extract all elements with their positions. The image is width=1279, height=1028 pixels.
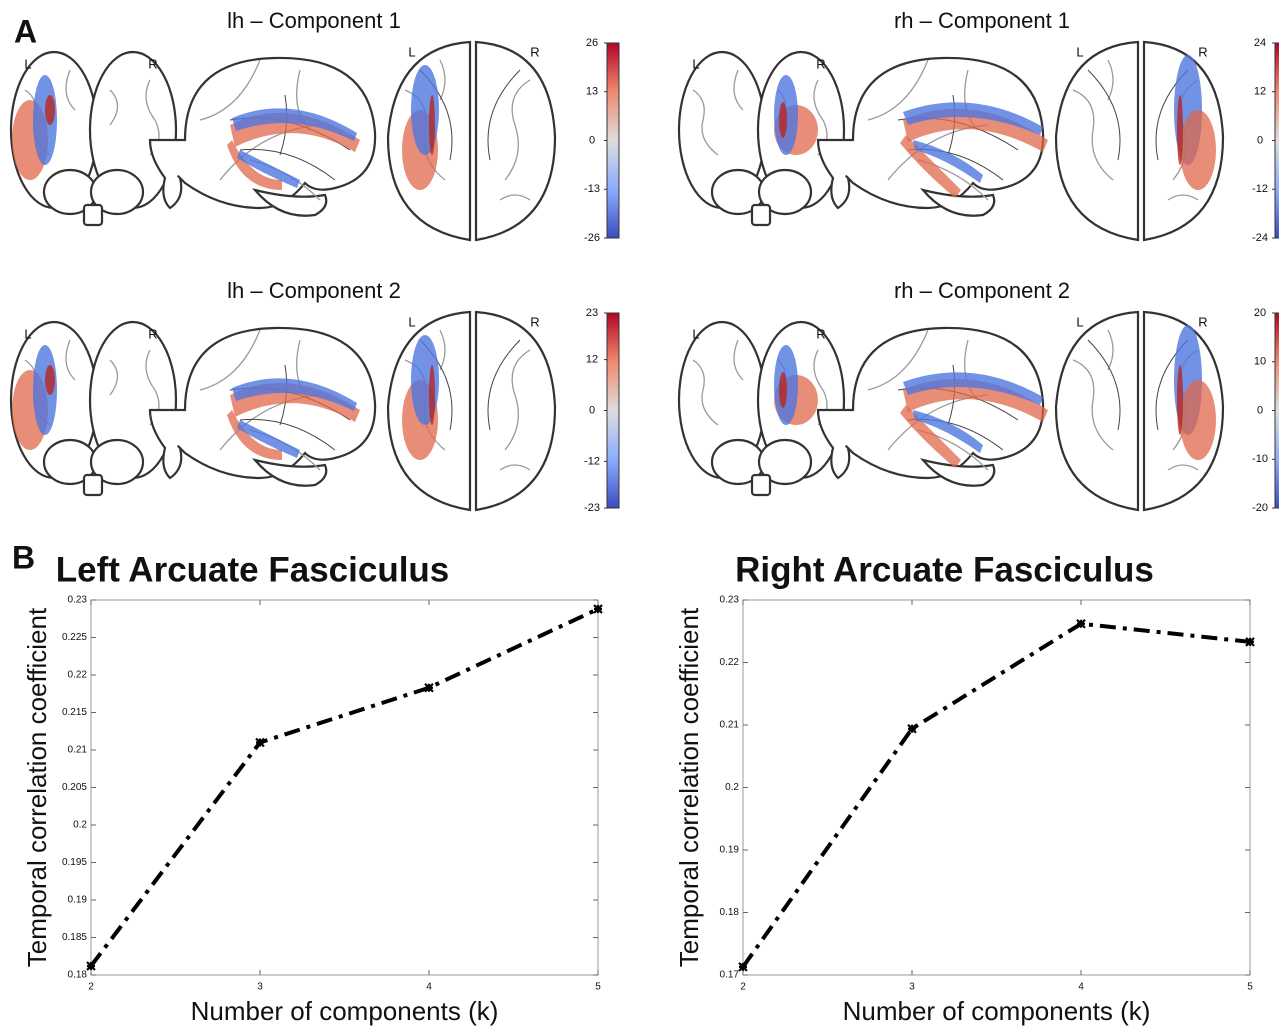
colorbar-tick-label: -26 [584, 232, 600, 244]
orientation-label: R [816, 56, 825, 71]
y-tick-label: 0.2 [725, 782, 739, 793]
colorbar-tick-label: 23 [586, 307, 598, 319]
colorbar-tick-label: -23 [584, 502, 600, 514]
figure: A B lh – Component 1 L R L R 26 13 0 -13 -26 rh – … [0, 0, 1279, 1028]
y-tick-label: 0.225 [62, 632, 87, 643]
x-tick-label: 3 [909, 982, 915, 993]
colorbar-tick-label: 0 [1257, 404, 1263, 416]
orientation-label: L [408, 44, 415, 59]
colorbar-tick-label: 0 [1257, 134, 1263, 146]
y-tick-label: 0.17 [720, 970, 740, 981]
map-title: rh – Component 1 [894, 8, 1070, 33]
colorbar-tick-label: 0 [589, 404, 595, 416]
orientation-label: R [1198, 44, 1207, 59]
orientation-label: L [408, 314, 415, 329]
x-tick-label: 5 [595, 982, 601, 993]
data-point [256, 739, 264, 747]
x-axis-label: Number of components (k) [191, 996, 499, 1026]
colorbar-tick-label: 12 [1254, 86, 1266, 98]
chart-title: Right Arcuate Fasciculus [735, 550, 1154, 589]
y-tick-label: 0.23 [68, 595, 88, 606]
y-tick-label: 0.23 [720, 595, 740, 606]
y-axis-label: Temporal correlation coefficient [674, 607, 704, 967]
plot-frame [743, 600, 1250, 975]
x-tick-label: 5 [1247, 982, 1253, 993]
y-tick-label: 0.215 [62, 707, 87, 718]
y-tick-label: 0.21 [68, 745, 88, 756]
data-point [425, 684, 433, 692]
data-point [1077, 620, 1085, 628]
colorbar-tick-label: 24 [1254, 37, 1266, 49]
panel-label: A [14, 13, 37, 49]
data-point [1246, 638, 1254, 646]
x-axis-label: Number of components (k) [843, 996, 1151, 1026]
colorbar-tick-label: 10 [1254, 356, 1266, 368]
x-tick-label: 4 [1078, 982, 1084, 993]
colorbar-tick-label: -12 [584, 455, 600, 467]
map-title: lh – Component 1 [227, 8, 401, 33]
orientation-label: R [148, 326, 157, 341]
chart-title: Left Arcuate Fasciculus [56, 550, 450, 589]
y-tick-label: 0.195 [62, 857, 87, 868]
x-tick-label: 4 [426, 982, 432, 993]
y-tick-label: 0.19 [720, 845, 740, 856]
orientation-label: L [24, 326, 31, 341]
y-axis-label: Temporal correlation coefficient [22, 607, 52, 967]
y-tick-label: 0.205 [62, 782, 87, 793]
orientation-label: R [148, 56, 157, 71]
colorbar [1275, 313, 1279, 508]
x-tick-label: 2 [88, 982, 94, 993]
data-line [91, 609, 598, 966]
colorbar-tick-label: 20 [1254, 307, 1266, 319]
colorbar-tick-label: -13 [584, 183, 600, 195]
y-tick-label: 0.2 [73, 820, 87, 831]
orientation-label: R [530, 44, 539, 59]
y-tick-label: 0.21 [720, 720, 740, 731]
x-tick-label: 2 [740, 982, 746, 993]
y-tick-label: 0.18 [720, 907, 740, 918]
orientation-label: L [1076, 44, 1083, 59]
data-point [594, 605, 602, 613]
orientation-label: L [24, 56, 31, 71]
colorbar-tick-label: -12 [1252, 183, 1268, 195]
map-title: rh – Component 2 [894, 278, 1070, 303]
y-tick-label: 0.22 [68, 670, 88, 681]
colorbar-tick-label: -24 [1252, 232, 1268, 244]
orientation-label: R [816, 326, 825, 341]
orientation-label: L [1076, 314, 1083, 329]
panel-label: B [12, 539, 35, 575]
data-line [743, 624, 1250, 967]
y-tick-label: 0.185 [62, 932, 87, 943]
data-point [908, 725, 916, 733]
colorbar-tick-label: -10 [1252, 453, 1268, 465]
orientation-label: R [1198, 314, 1207, 329]
data-point [739, 963, 747, 971]
colorbar-tick-label: 0 [589, 134, 595, 146]
data-point [87, 962, 95, 970]
y-tick-label: 0.22 [720, 657, 740, 668]
map-title: lh – Component 2 [227, 278, 401, 303]
colorbar-tick-label: 13 [586, 86, 598, 98]
colorbar [607, 313, 619, 508]
orientation-label: L [692, 56, 699, 71]
orientation-label: R [530, 314, 539, 329]
colorbar [1275, 43, 1279, 238]
colorbar-tick-label: 26 [586, 37, 598, 49]
y-tick-label: 0.18 [68, 970, 88, 981]
plot-frame [91, 600, 598, 975]
colorbar [607, 43, 619, 238]
colorbar-tick-label: -20 [1252, 502, 1268, 514]
colorbar-tick-label: 12 [586, 354, 598, 366]
y-tick-label: 0.19 [68, 895, 88, 906]
x-tick-label: 3 [257, 982, 263, 993]
orientation-label: L [692, 326, 699, 341]
